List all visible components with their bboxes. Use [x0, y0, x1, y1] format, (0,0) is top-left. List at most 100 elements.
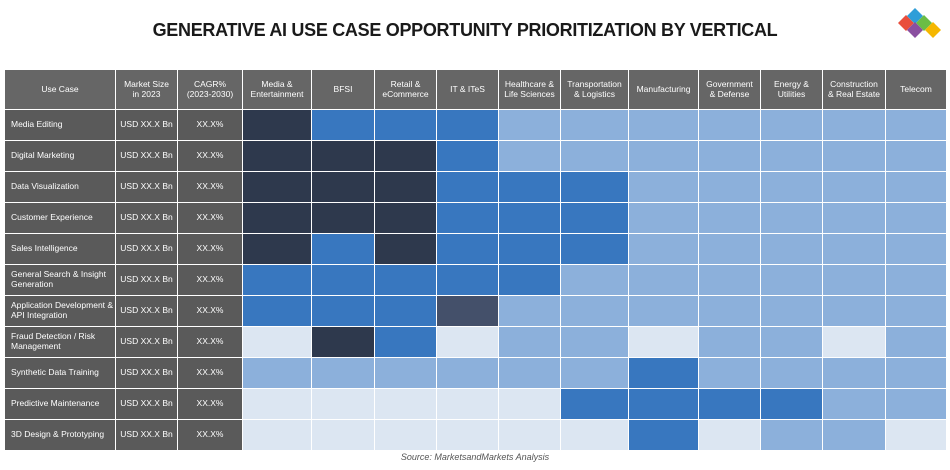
cagr: XX.X%: [178, 203, 242, 233]
heat-cell: [375, 389, 436, 419]
column-header: Transportation & Logistics: [561, 70, 628, 109]
heat-cell: [629, 172, 698, 202]
heat-cell: [629, 358, 698, 388]
use-case: Data Visualization: [5, 172, 115, 202]
heat-cell: [499, 234, 560, 264]
heat-cell: [823, 203, 885, 233]
heat-cell: [886, 234, 946, 264]
heat-cell: [761, 296, 822, 326]
heat-cell: [886, 172, 946, 202]
market-size: USD XX.X Bn: [116, 327, 177, 357]
heat-cell: [437, 389, 498, 419]
heat-cell: [761, 389, 822, 419]
heat-cell: [561, 296, 628, 326]
heat-cell: [375, 358, 436, 388]
heat-cell: [823, 172, 885, 202]
use-case: 3D Design & Prototyping: [5, 420, 115, 450]
heat-cell: [761, 327, 822, 357]
heat-cell: [437, 296, 498, 326]
heat-cell: [761, 141, 822, 171]
heat-cell: [629, 265, 698, 295]
heat-cell: [886, 110, 946, 140]
heat-cell: [243, 420, 311, 450]
use-case: Media Editing: [5, 110, 115, 140]
heat-cell: [312, 110, 374, 140]
heat-cell: [886, 358, 946, 388]
heat-cell: [312, 172, 374, 202]
heat-cell: [561, 141, 628, 171]
heat-cell: [561, 327, 628, 357]
heat-cell: [499, 327, 560, 357]
logo: [898, 8, 941, 38]
heat-cell: [243, 234, 311, 264]
heat-cell: [243, 327, 311, 357]
column-header: Market Size in 2023: [116, 70, 177, 109]
heat-cell: [499, 141, 560, 171]
heat-cell: [375, 296, 436, 326]
heat-cell: [629, 110, 698, 140]
heat-cell: [629, 141, 698, 171]
heat-cell: [699, 234, 760, 264]
heat-cell: [561, 420, 628, 450]
use-case: Fraud Detection / Risk Management: [5, 327, 115, 357]
heat-cell: [437, 234, 498, 264]
heat-cell: [437, 203, 498, 233]
use-case: Synthetic Data Training: [5, 358, 115, 388]
column-header: Telecom: [886, 70, 946, 109]
heat-cell: [886, 420, 946, 450]
heat-cell: [243, 172, 311, 202]
heat-cell: [312, 234, 374, 264]
heat-cell: [312, 265, 374, 295]
heat-cell: [312, 296, 374, 326]
heat-cell: [437, 420, 498, 450]
heat-cell: [699, 389, 760, 419]
heat-cell: [886, 265, 946, 295]
cagr: XX.X%: [178, 420, 242, 450]
use-case: Application Development & API Integratio…: [5, 296, 115, 326]
market-size: USD XX.X Bn: [116, 296, 177, 326]
column-header: CAGR% (2023-2030): [178, 70, 242, 109]
column-header: Use Case: [5, 70, 115, 109]
heat-cell: [375, 265, 436, 295]
cagr: XX.X%: [178, 141, 242, 171]
heat-cell: [243, 110, 311, 140]
heat-cell: [499, 203, 560, 233]
heat-cell: [761, 203, 822, 233]
heat-cell: [629, 203, 698, 233]
heat-cell: [823, 358, 885, 388]
market-size: USD XX.X Bn: [116, 265, 177, 295]
heat-cell: [561, 203, 628, 233]
heat-cell: [823, 327, 885, 357]
heat-cell: [561, 265, 628, 295]
use-case: Customer Experience: [5, 203, 115, 233]
cagr: XX.X%: [178, 358, 242, 388]
heat-cell: [629, 296, 698, 326]
use-case: Sales Intelligence: [5, 234, 115, 264]
heat-cell: [699, 296, 760, 326]
heat-cell: [886, 141, 946, 171]
heat-cell: [761, 110, 822, 140]
column-header: IT & ITeS: [437, 70, 498, 109]
heat-cell: [561, 389, 628, 419]
heat-cell: [243, 203, 311, 233]
heat-cell: [375, 234, 436, 264]
heat-cell: [499, 265, 560, 295]
market-size: USD XX.X Bn: [116, 203, 177, 233]
market-size: USD XX.X Bn: [116, 358, 177, 388]
column-header: Government & Defense: [699, 70, 760, 109]
heat-cell: [561, 172, 628, 202]
market-size: USD XX.X Bn: [116, 110, 177, 140]
heat-cell: [761, 234, 822, 264]
heat-cell: [699, 203, 760, 233]
cagr: XX.X%: [178, 389, 242, 419]
title: GENERATIVE AI USE CASE OPPORTUNITY PRIOR…: [152, 20, 778, 40]
heat-cell: [375, 172, 436, 202]
heat-cell: [312, 141, 374, 171]
heat-cell: [699, 110, 760, 140]
heat-cell: [823, 389, 885, 419]
heat-cell: [699, 327, 760, 357]
column-header: Construction & Real Estate: [823, 70, 885, 109]
heat-cell: [243, 296, 311, 326]
heat-cell: [823, 296, 885, 326]
heat-cell: [629, 389, 698, 419]
